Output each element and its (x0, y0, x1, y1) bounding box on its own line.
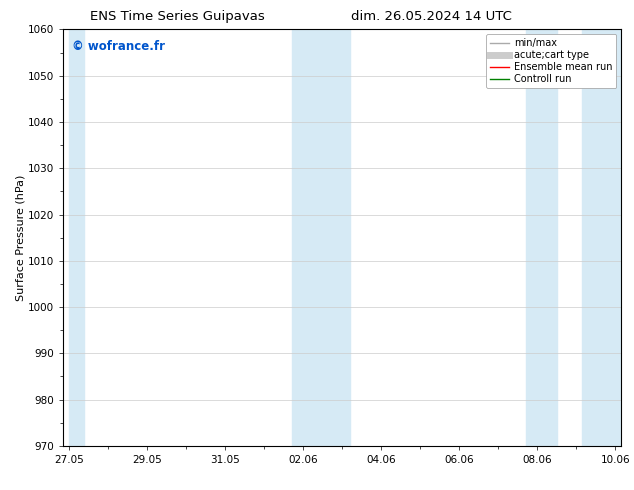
Bar (69, 29, 84, 446)
Bar (292, 29, 350, 446)
Text: ENS Time Series Guipavas: ENS Time Series Guipavas (90, 10, 265, 23)
Legend: min/max, acute;cart type, Ensemble mean run, Controll run: min/max, acute;cart type, Ensemble mean … (486, 34, 616, 88)
Text: © wofrance.fr: © wofrance.fr (72, 40, 165, 53)
Text: dim. 26.05.2024 14 UTC: dim. 26.05.2024 14 UTC (351, 10, 512, 23)
Bar (526, 29, 557, 446)
Y-axis label: Surface Pressure (hPa): Surface Pressure (hPa) (15, 174, 25, 301)
Bar (582, 29, 621, 446)
